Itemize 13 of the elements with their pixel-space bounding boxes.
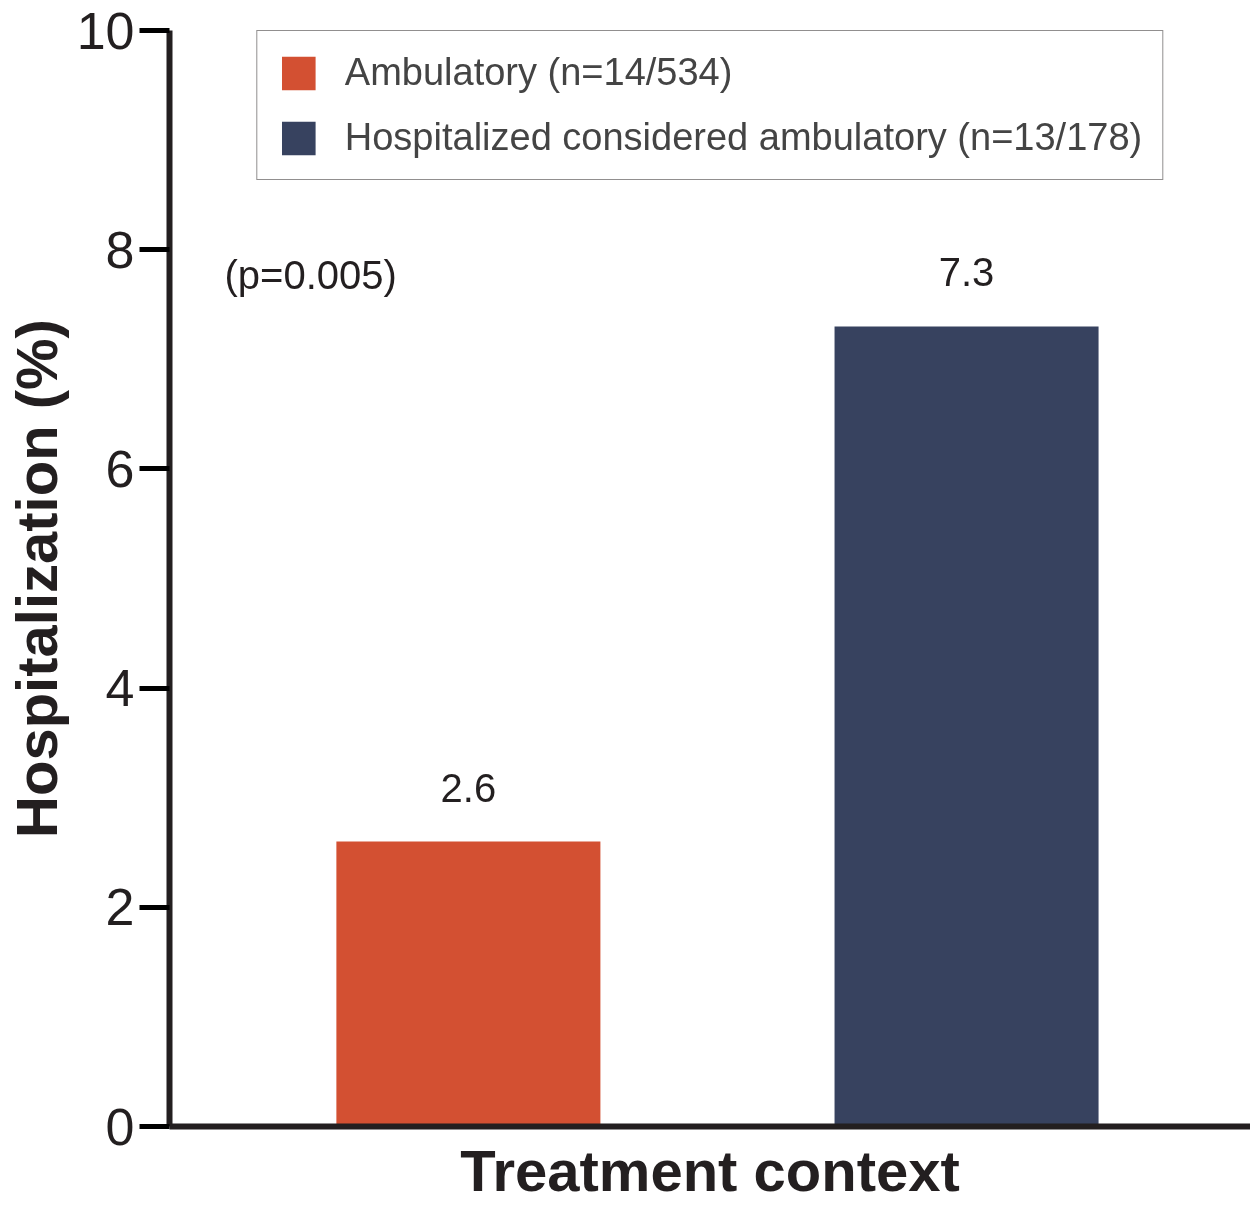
annotation: (p=0.005) <box>224 252 397 297</box>
legend-label: Ambulatory (n=14/534) <box>344 51 733 94</box>
y-tick-label: 0 <box>105 1097 135 1156</box>
y-tick-label: 10 <box>76 1 135 60</box>
y-tick-label: 8 <box>105 220 135 279</box>
data-label: 7.3 <box>938 250 995 295</box>
y-axis-title: Hospitalization (%) <box>3 319 69 838</box>
data-label: 2.6 <box>440 765 497 810</box>
y-tick-label: 2 <box>105 878 135 937</box>
y-tick-label: 6 <box>105 439 135 498</box>
legend-label: Hospitalized considered ambulatory (n=13/178) <box>344 116 1143 159</box>
y-tick-label: 4 <box>105 659 135 718</box>
x-axis-title: Treatment context <box>460 1137 960 1203</box>
